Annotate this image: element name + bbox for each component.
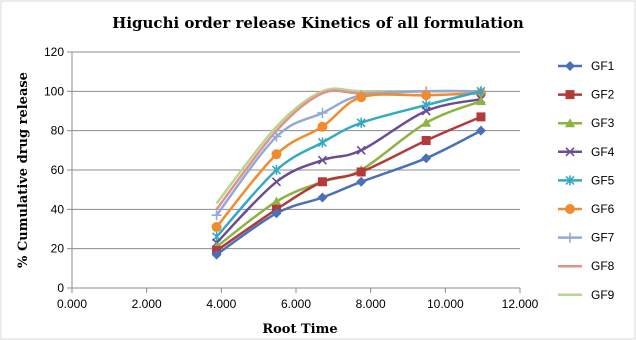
legend-marker	[565, 90, 575, 100]
legend-item-gf2: GF2	[558, 88, 615, 102]
legend-item-gf8: GF8	[558, 259, 615, 273]
data-point-gf4-3	[356, 145, 366, 155]
gridlines	[72, 51, 520, 250]
data-point-gf5-2	[317, 137, 327, 148]
x-tick-label: 0.000	[57, 297, 87, 311]
legend-item-gf3: GF3	[558, 116, 615, 130]
legend-item-gf9: GF9	[558, 288, 615, 302]
data-point-gf6-2	[317, 121, 328, 132]
data-point-gf3-1	[271, 196, 282, 206]
x-tick-label: 8.000	[356, 297, 386, 311]
x-tick-label: 6.000	[281, 297, 311, 311]
y-tick-label: 0	[57, 281, 64, 295]
legend-label: GF7	[591, 231, 615, 245]
data-point-gf1-0	[211, 249, 222, 260]
legend-label: GF5	[591, 173, 615, 187]
y-tick-label: 40	[51, 202, 65, 216]
x-tick-label: 10.000	[427, 297, 464, 311]
data-point-gf1-1	[271, 208, 282, 219]
legend-marker	[565, 61, 575, 71]
series-gf1	[211, 125, 486, 260]
data-point-gf1-3	[356, 176, 367, 187]
legend-item-gf6: GF6	[558, 202, 615, 216]
data-point-gf4-4	[421, 106, 431, 116]
y-axis-title: % Cumulative drug release	[16, 72, 31, 268]
data-point-gf7-0	[211, 210, 222, 221]
series-layer	[211, 86, 486, 260]
data-point-gf6-3	[356, 92, 367, 103]
data-point-gf7-1	[271, 131, 282, 142]
series-gf5	[212, 86, 486, 242]
legend-item-gf7: GF7	[558, 231, 615, 245]
legend-label: GF4	[591, 145, 615, 159]
data-point-gf1-5	[475, 125, 486, 136]
legend-label: GF1	[591, 59, 615, 73]
data-point-gf5-5	[476, 86, 486, 97]
legend-label: GF8	[591, 259, 615, 273]
data-point-gf4-1	[271, 177, 282, 187]
x-tick-label: 12.000	[502, 297, 539, 311]
data-point-gf5-1	[271, 165, 282, 175]
legend: GF1 GF2 GF3 GF4 GF5 GF6 GF7 GF8 GF9	[558, 59, 615, 302]
legend-marker	[565, 175, 575, 186]
legend-label: GF9	[591, 288, 615, 302]
legend-label: GF3	[591, 116, 615, 130]
data-point-gf6-4	[421, 90, 432, 101]
legend-item-gf5: GF5	[558, 173, 615, 187]
y-tick-label: 100	[44, 84, 64, 98]
data-point-gf1-2	[317, 192, 328, 203]
data-point-gf6-1	[271, 149, 282, 160]
y-tick-label: 120	[44, 45, 64, 59]
y-tick-label: 20	[51, 242, 65, 256]
y-tick-label: 60	[51, 163, 65, 177]
data-point-gf2-4	[421, 136, 431, 145]
x-tick-label: 4.000	[206, 297, 236, 311]
series-gf6	[211, 88, 486, 233]
legend-label: GF6	[591, 202, 615, 216]
data-point-gf6-0	[211, 222, 222, 233]
data-point-gf2-2	[317, 177, 327, 187]
legend-marker	[565, 232, 575, 243]
chart-title: Higuchi order release Kinetics of all fo…	[112, 14, 524, 32]
y-tick-label: 80	[51, 124, 65, 138]
x-axis-title: Root Time	[262, 322, 337, 337]
x-tick-label: 2.000	[132, 297, 162, 311]
data-point-gf3-5	[475, 96, 486, 106]
data-point-gf4-2	[317, 155, 327, 165]
data-point-gf3-4	[421, 117, 432, 127]
legend-item-gf1: GF1	[558, 59, 615, 73]
legend-marker	[565, 147, 575, 157]
legend-marker	[565, 204, 575, 214]
data-point-gf2-3	[356, 167, 366, 177]
legend-marker	[565, 118, 575, 128]
legend-item-gf4: GF4	[558, 145, 615, 159]
axes: 0 20 40 60 80 100 120 0.000 2.000 4.000 6.000 8.000…	[44, 45, 539, 311]
legend-label: GF2	[591, 88, 615, 102]
data-point-gf1-4	[421, 153, 432, 164]
data-point-gf7-2	[317, 107, 328, 118]
data-point-gf5-3	[356, 117, 366, 128]
data-point-gf2-5	[476, 112, 486, 122]
